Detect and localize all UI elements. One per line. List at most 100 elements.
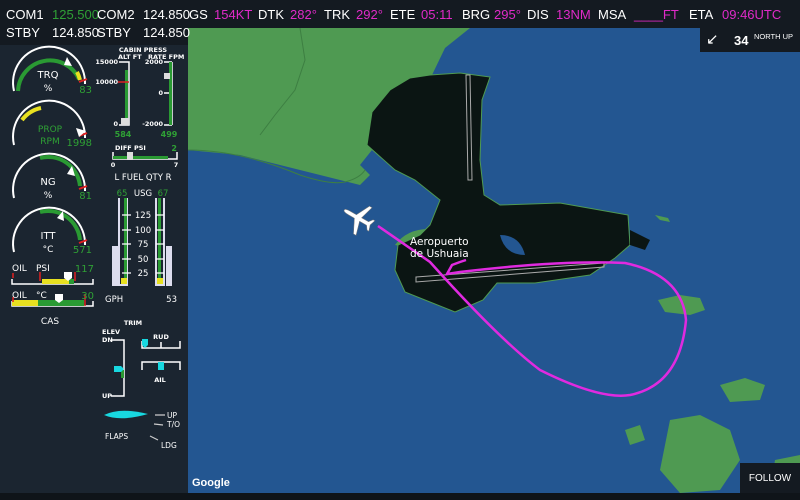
trim-rud-label: RUD — [153, 333, 169, 341]
trk-value: 292° — [356, 7, 383, 22]
diff-psi-label: DIFF PSI — [115, 144, 146, 152]
trim-title: TRIM — [124, 319, 142, 327]
rate-tick: 0 — [158, 89, 163, 97]
cabin-rate-label: RATE FPM — [148, 53, 184, 61]
alt-tick: 10000 — [95, 78, 118, 86]
heading-box — [700, 28, 800, 52]
dis-value: 13NM — [556, 7, 591, 22]
fuel-unit: USG — [134, 189, 152, 199]
engine-panel: TRQ % 83 PROP RPM 1998 NG % 81 ITT °C 57… — [0, 45, 188, 493]
airport-label-line2: de Ushuaia — [410, 248, 469, 260]
prop-value: 1998 — [67, 138, 92, 149]
fuel-tick: 50 — [138, 255, 149, 265]
gph-label: GPH — [105, 295, 123, 305]
dtk-value: 282° — [290, 7, 317, 22]
cas-label: CAS — [41, 317, 59, 327]
diff-psi-min: 0 — [111, 161, 116, 169]
rudder-trim — [141, 339, 181, 349]
trq-unit: % — [44, 84, 53, 94]
trim-elev-label: ELEV — [102, 328, 120, 336]
com2-label: COM2 — [97, 7, 135, 22]
ng-unit: % — [44, 191, 53, 201]
com2-frequency[interactable]: 124.850 — [143, 7, 190, 22]
trq-pointer — [64, 57, 72, 66]
ng-label: NG — [40, 177, 55, 188]
ete-value: 05:11 — [421, 7, 453, 22]
stby1-frequency[interactable]: 124.850 — [52, 25, 99, 40]
gs-label: GS — [189, 7, 208, 22]
wind-arrow-icon: ↙ — [706, 31, 719, 48]
oil-temp-bar — [11, 294, 94, 307]
follow-button[interactable]: FOLLOW — [740, 463, 800, 493]
fuel-tick: 125 — [135, 211, 151, 221]
ete-label: ETE — [390, 7, 416, 22]
flaps-up-label: UP — [167, 411, 177, 420]
oil-temp-unit: °C — [36, 291, 47, 301]
oil-temp-value: 30 — [81, 291, 94, 302]
rate-tick: 2000 — [145, 58, 164, 66]
ng-value: 81 — [79, 191, 92, 202]
trk-label: TRK — [324, 7, 350, 22]
airport-area — [366, 72, 631, 313]
fuel-left-value: 65 — [117, 189, 128, 199]
fuel-tick: 100 — [135, 226, 151, 236]
airport-label: Aeropuerto — [410, 236, 469, 248]
oil-psi-label: OIL — [12, 264, 27, 274]
map-canvas[interactable]: Aeropuerto de Ushuaia — [188, 28, 800, 493]
prop-label: PROP — [38, 125, 63, 135]
oil-psi-bar — [11, 272, 94, 285]
land-coast — [188, 28, 470, 185]
engine-instruments: TRQ % 83 PROP RPM 1998 NG % 81 ITT °C 57… — [11, 45, 184, 450]
itt-label: ITT — [41, 231, 57, 242]
trq-gauge — [12, 45, 88, 92]
gph-value: 53 — [166, 295, 177, 305]
stby2-frequency[interactable]: 124.850 — [143, 25, 190, 40]
moving-map[interactable]: Aeropuerto de Ushuaia ↙ 34 NORTH UP Goog… — [188, 28, 800, 493]
oil-psi-value: 117 — [75, 264, 94, 275]
bottom-bar — [0, 493, 800, 500]
trim-up-label: UP — [102, 392, 112, 400]
runway-east-west — [415, 262, 605, 283]
gs-value: 154KT — [214, 7, 253, 22]
north-up-button[interactable]: NORTH UP — [754, 32, 794, 41]
brg-value: 295° — [494, 7, 521, 22]
stby2-label: STBY — [97, 25, 131, 40]
prop-unit: RPM — [40, 137, 59, 147]
itt-unit: °C — [43, 245, 54, 255]
ng-gauge — [12, 152, 88, 199]
com1-frequency[interactable]: 125.500 — [52, 7, 99, 22]
cabin-altitude-tape — [118, 61, 130, 126]
cabin-rate-tape — [164, 61, 173, 126]
dis-label: DIS — [527, 7, 549, 22]
stby1-label: STBY — [6, 25, 40, 40]
eta-value: 09:46UTC — [722, 7, 782, 22]
flaps-label: FLAPS — [105, 432, 128, 441]
fuel-left-tape — [112, 198, 131, 286]
diff-psi-value: 2 — [171, 144, 177, 153]
aileron-trim — [141, 361, 181, 370]
top-bar: COM1 125.500 COM2 124.850 STBY 124.850 S… — [0, 0, 800, 40]
flaps-indicator — [104, 410, 165, 441]
fuel-qty-title: L FUEL QTY R — [114, 173, 171, 183]
trq-value: 83 — [79, 85, 92, 96]
alt-tick: 15000 — [95, 58, 118, 66]
heading-value: 34 — [734, 33, 749, 48]
rate-tick: -2000 — [142, 120, 163, 128]
fuel-tick: 25 — [138, 269, 149, 279]
com1-label: COM1 — [6, 7, 44, 22]
eta-label: ETA — [689, 7, 714, 22]
cabin-rate-value: 499 — [161, 130, 178, 139]
fuel-right-tape — [155, 198, 172, 286]
cabin-alt-label: ALT FT — [118, 53, 142, 61]
oil-temp-label: OIL — [12, 291, 27, 301]
trim-dn-label: DN — [102, 336, 113, 344]
prop-gauge — [12, 99, 88, 146]
trq-label: TRQ — [37, 70, 59, 81]
itt-gauge — [12, 206, 88, 253]
dtk-label: DTK — [258, 7, 284, 22]
msa-label: MSA — [598, 7, 627, 22]
aircraft-icon — [343, 205, 376, 236]
flaps-to-label: T/O — [166, 420, 180, 429]
msa-value: ____FT — [634, 7, 679, 22]
road — [259, 28, 306, 136]
